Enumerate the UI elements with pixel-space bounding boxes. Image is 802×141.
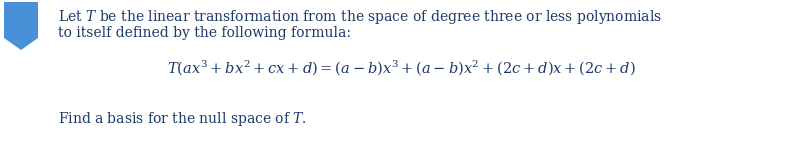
Text: Let $T$ be the linear transformation from the space of degree three or less poly: Let $T$ be the linear transformation fro… (58, 8, 662, 26)
Text: to itself defined by the following formula:: to itself defined by the following formu… (58, 26, 351, 40)
Text: $T(ax^3 + bx^2 + cx + d) = (a-b)x^3 + (a-b)x^2 + (2c+d)x + (2c+d)$: $T(ax^3 + bx^2 + cx + d) = (a-b)x^3 + (a… (167, 59, 635, 78)
Polygon shape (4, 2, 38, 50)
Text: Find a basis for the null space of $T$.: Find a basis for the null space of $T$. (58, 110, 307, 128)
